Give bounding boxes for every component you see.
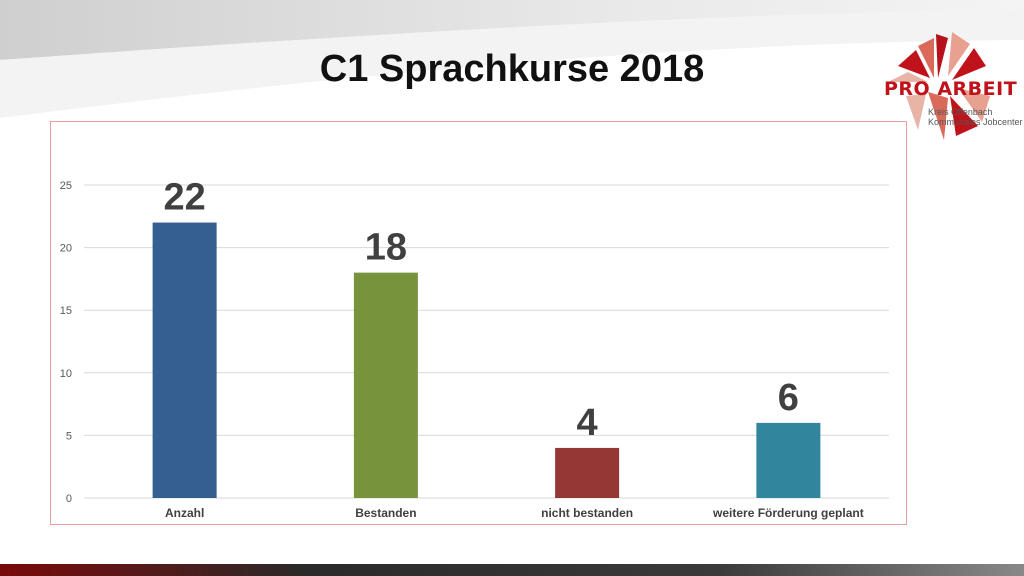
y-tick-label: 10 [60, 368, 72, 380]
y-tick-label: 5 [66, 430, 72, 442]
y-tick-label: 25 [60, 180, 72, 192]
bar [756, 422, 821, 498]
logo-subtitle-line1: Kreis Offenbach [928, 107, 993, 117]
bar-chart: 0 5 10 15 20 25 22 Anzahl 18 Bestanden 4 nicht best… [60, 177, 889, 520]
category-label: nicht bestanden [541, 506, 633, 520]
y-tick-label: 15 [60, 305, 72, 317]
bar [555, 447, 620, 498]
category-label: Bestanden [355, 506, 416, 520]
category-label: weitere Förderung geplant [712, 506, 864, 520]
bottom-bar [0, 564, 1024, 576]
logo-subtitle: Kreis Offenbach Kommunales Jobcenter [928, 107, 1023, 127]
background-swoosh [0, 0, 1024, 118]
logo-text: PRO ARBEIT [884, 78, 1018, 100]
bar [152, 222, 217, 498]
data-label: 6 [778, 377, 799, 419]
logo-subtitle-line2: Kommunales Jobcenter [928, 117, 1023, 127]
page-title: C1 Sprachkurse 2018 [319, 48, 705, 90]
bar [353, 272, 418, 498]
category-label: Anzahl [165, 506, 204, 520]
data-label: 18 [365, 227, 407, 269]
pro-arbeit-logo [888, 32, 990, 140]
y-tick-label: 20 [60, 243, 72, 255]
y-tick-label: 0 [66, 493, 72, 505]
data-label: 4 [577, 402, 598, 444]
data-label: 22 [163, 177, 205, 219]
